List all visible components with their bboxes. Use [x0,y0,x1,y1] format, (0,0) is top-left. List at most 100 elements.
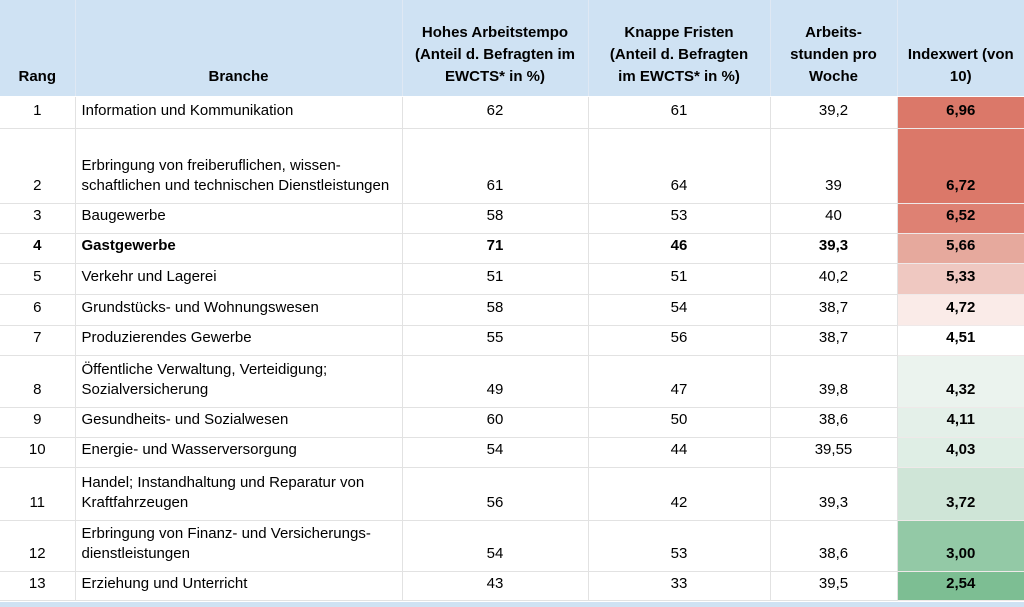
branche-cell: Erbringung von Finanz- und Versicherungs… [74,519,403,572]
arbeitstempo-cell: 54 [401,519,589,572]
knappe-fristen-cell: 50 [587,406,771,438]
branche-cell: Gastgewerbe [74,232,403,264]
knappe-fristen-cell: 33 [587,570,771,602]
arbeitstempo-cell: 58 [401,202,589,234]
indexwert-cell: 2,54 [896,570,1024,602]
arbeitsstunden-cell: 39,8 [769,354,898,408]
rank-cell: 7 [0,324,76,356]
indexwert-cell: 4,32 [896,354,1024,408]
arbeitsstunden-cell: 40,2 [769,262,898,295]
rank-cell: 9 [0,406,76,438]
branche-cell: Erziehung und Unterricht [74,570,403,602]
rank-cell: 6 [0,293,76,326]
arbeitstempo-cell: 54 [401,436,589,468]
arbeitstempo-cell: 49 [401,354,589,408]
arbeitsstunden-cell: 39 [769,127,898,204]
rank-cell: 1 [0,95,76,129]
table-row: 10 Energie- und Wasserversorgung 54 44 39,55… [0,436,1024,468]
arbeitstempo-cell: 55 [401,324,589,356]
knappe-fristen-cell: 46 [587,232,771,264]
arbeitsstunden-cell: 39,3 [769,466,898,521]
column-header-rang: Rang [0,0,76,97]
table-row: 3 Baugewerbe 58 53 40 6,52 [0,202,1024,234]
rank-cell: 2 [0,127,76,204]
indexwert-cell: 4,03 [896,436,1024,468]
header-row: Rang Branche Hohes Arbeitstempo (Anteil … [0,0,1024,97]
indexwert-cell: 3,72 [896,466,1024,521]
branche-cell: Baugewerbe [74,202,403,234]
knappe-fristen-cell: 61 [587,95,771,129]
branche-cell: Grundstücks- und Wohnungswesen [74,293,403,326]
indexwert-cell: 4,11 [896,406,1024,438]
arbeitstempo-cell: 56 [401,466,589,521]
rank-cell: 8 [0,354,76,408]
table-row: 8 Öffentliche Verwaltung, Verteidigung; S… [0,354,1024,408]
table-body: 1 Information und Kommunikation 62 61 39,2 6,… [0,95,1024,602]
column-header-knappe-fristen: Knappe Fristen (Anteil d. Befragten im E… [587,0,771,97]
arbeitstempo-cell: 51 [401,262,589,295]
rank-cell: 10 [0,436,76,468]
rank-cell: 4 [0,232,76,264]
arbeitsstunden-cell: 40 [769,202,898,234]
knappe-fristen-cell: 64 [587,127,771,204]
knappe-fristen-cell: 54 [587,293,771,326]
indexwert-cell: 4,72 [896,293,1024,326]
column-header-branche: Branche [74,0,403,97]
rank-cell: 11 [0,466,76,521]
indexwert-cell: 3,00 [896,519,1024,572]
rank-cell: 13 [0,570,76,602]
partial-next-row-strip [0,601,1024,607]
branche-cell: Erbringung von freiberuflichen, wissen- … [74,127,403,204]
knappe-fristen-cell: 42 [587,466,771,521]
arbeitsstunden-cell: 39,55 [769,436,898,468]
arbeitstempo-cell: 60 [401,406,589,438]
indexwert-cell: 4,51 [896,324,1024,356]
branche-cell: Energie- und Wasserversorgung [74,436,403,468]
knappe-fristen-cell: 47 [587,354,771,408]
column-header-indexwert: Indexwert (von 10) [896,0,1024,97]
knappe-fristen-cell: 53 [587,519,771,572]
arbeitsstunden-cell: 39,2 [769,95,898,129]
rank-cell: 3 [0,202,76,234]
table-row: 11 Handel; Instandhaltung und Reparatur v… [0,466,1024,521]
arbeitsstunden-cell: 38,6 [769,519,898,572]
branche-cell: Gesundheits- und Sozialwesen [74,406,403,438]
indexwert-cell: 5,66 [896,232,1024,264]
indexwert-cell: 6,52 [896,202,1024,234]
table-row: 4 Gastgewerbe 71 46 39,3 5,66 [0,232,1024,264]
arbeitsstunden-cell: 39,5 [769,570,898,602]
knappe-fristen-cell: 56 [587,324,771,356]
indexwert-cell: 6,96 [896,95,1024,129]
table-row: 12 Erbringung von Finanz- und Versicherun… [0,519,1024,572]
knappe-fristen-cell: 53 [587,202,771,234]
indexwert-cell: 5,33 [896,262,1024,295]
table-row: 5 Verkehr und Lagerei 51 51 40,2 5,33 [0,262,1024,295]
table-row: 13 Erziehung und Unterricht 43 33 39,5 2,54 [0,570,1024,602]
branche-cell: Information und Kommunikation [74,95,403,129]
branche-cell: Produzierendes Gewerbe [74,324,403,356]
table-row: 7 Produzierendes Gewerbe 55 56 38,7 4,51 [0,324,1024,356]
arbeitsstunden-cell: 38,7 [769,324,898,356]
arbeitsstunden-cell: 38,7 [769,293,898,326]
arbeitstempo-cell: 71 [401,232,589,264]
knappe-fristen-cell: 44 [587,436,771,468]
knappe-fristen-cell: 51 [587,262,771,295]
rank-cell: 5 [0,262,76,295]
table-row: 6 Grundstücks- und Wohnungswesen 58 54 38,7 4… [0,293,1024,326]
rank-cell: 12 [0,519,76,572]
branche-cell: Verkehr und Lagerei [74,262,403,295]
indexwert-cell: 6,72 [896,127,1024,204]
table-row: 2 Erbringung von freiberuflichen, wissen-… [0,127,1024,204]
table-row: 9 Gesundheits- und Sozialwesen 60 50 38,6 4,1… [0,406,1024,438]
arbeitstempo-cell: 43 [401,570,589,602]
arbeitsstunden-cell: 39,3 [769,232,898,264]
arbeitstempo-cell: 61 [401,127,589,204]
arbeitsstunden-cell: 38,6 [769,406,898,438]
arbeitstempo-cell: 62 [401,95,589,129]
column-header-arbeitsstunden: Arbeits- stunden pro Woche [769,0,898,97]
table-header: Rang Branche Hohes Arbeitstempo (Anteil … [0,0,1024,97]
branche-cell: Handel; Instandhaltung und Reparatur von… [74,466,403,521]
column-header-arbeitstempo: Hohes Arbeitstempo (Anteil d. Befragten … [401,0,589,97]
